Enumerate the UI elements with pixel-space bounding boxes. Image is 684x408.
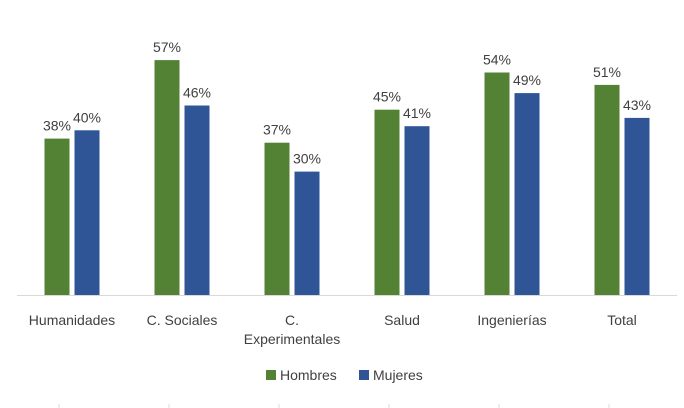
bar-mujeres-0 xyxy=(74,130,100,296)
data-label-hombres-2: 37% xyxy=(263,122,291,138)
x-tick-labels: Humanidades C. Sociales C. Experimentales Sa… xyxy=(29,312,637,347)
x-tick-label-5: Total xyxy=(607,312,637,328)
bar-hombres-5 xyxy=(594,84,620,296)
data-label-mujeres-2: 30% xyxy=(293,151,321,167)
data-label-hombres-1: 57% xyxy=(153,39,181,55)
data-label-mujeres-5: 43% xyxy=(623,97,651,113)
bar-hombres-4 xyxy=(484,72,510,296)
bar-hombres-3 xyxy=(374,109,400,296)
bar-mujeres-2 xyxy=(294,171,320,296)
bar-hombres-0 xyxy=(44,138,70,296)
bars-layer xyxy=(44,60,650,296)
data-label-mujeres-1: 46% xyxy=(183,85,211,101)
legend-label-mujeres: Mujeres xyxy=(373,367,423,383)
x-tick-label-2: C. Experimentales xyxy=(244,312,341,347)
bar-hombres-2 xyxy=(264,142,290,296)
data-label-mujeres-3: 41% xyxy=(403,105,431,121)
data-label-hombres-0: 38% xyxy=(43,118,71,134)
x-tick-label-4: Ingenierías xyxy=(477,312,546,328)
data-label-hombres-5: 51% xyxy=(593,64,621,80)
bar-mujeres-5 xyxy=(624,117,650,296)
legend: Hombres Mujeres xyxy=(266,367,423,383)
data-label-hombres-4: 54% xyxy=(483,52,511,68)
x-tick-label-0: Humanidades xyxy=(29,312,115,328)
data-labels-layer: 38%40% 57% 46% 37%30% 45%41% 54%49% 51% 43% xyxy=(43,39,651,167)
bottom-edge-ticks xyxy=(58,404,610,408)
data-label-mujeres-4: 49% xyxy=(513,72,541,88)
legend-label-hombres: Hombres xyxy=(280,367,337,383)
x-tick-label-3: Salud xyxy=(384,312,420,328)
data-label-mujeres-0: 40% xyxy=(73,109,101,125)
x-tick-label-1: C. Sociales xyxy=(147,312,218,328)
bar-mujeres-1 xyxy=(184,105,210,296)
data-label-hombres-3: 45% xyxy=(373,89,401,105)
bar-mujeres-4 xyxy=(514,93,540,296)
legend-swatch-mujeres xyxy=(359,370,369,380)
bar-mujeres-3 xyxy=(404,126,430,296)
legend-swatch-hombres xyxy=(266,370,276,380)
bar-hombres-1 xyxy=(154,60,180,296)
